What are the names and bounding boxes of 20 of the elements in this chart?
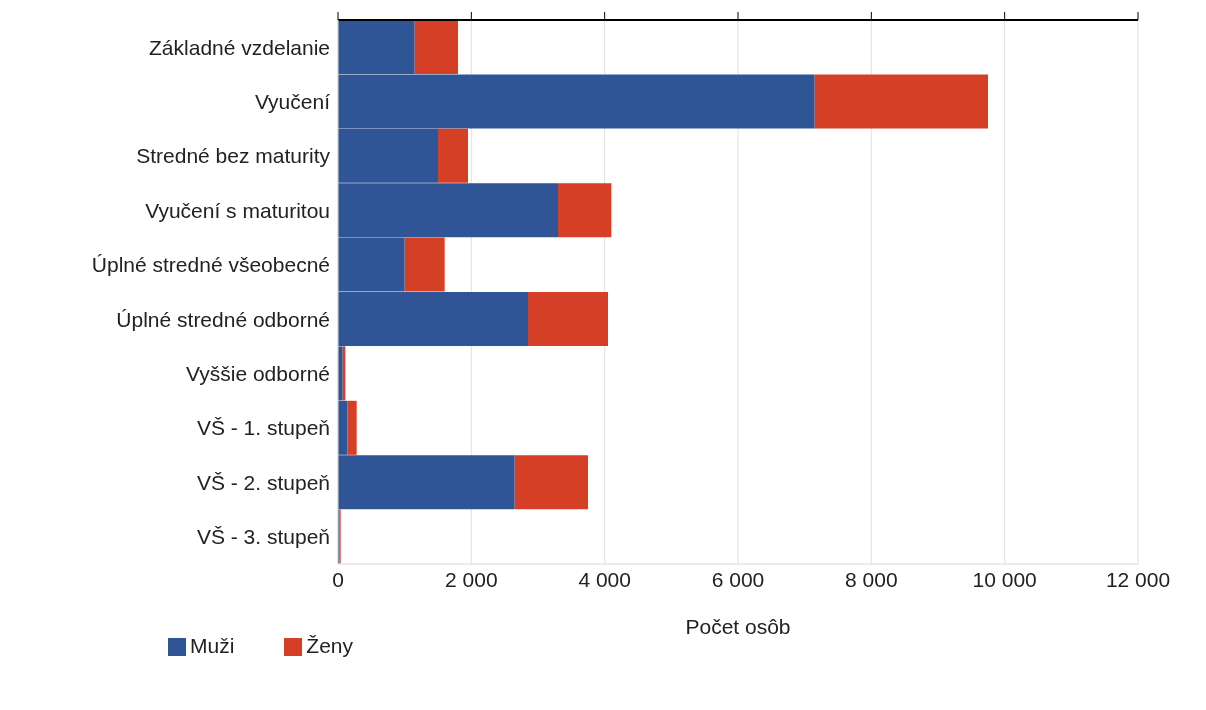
y-tick-label: Vyššie odborné	[186, 362, 330, 386]
y-tick-label: Úplné stredné všeobecné	[91, 253, 330, 277]
x-tick-label: 4 000	[578, 567, 631, 591]
x-tick-label: 6 000	[711, 567, 765, 591]
x-tick-label: 0	[332, 567, 344, 591]
y-tick-label: Základné vzdelanie	[149, 35, 330, 59]
y-tick-label: VŠ - 1. stupeň	[196, 416, 330, 440]
y-tick-label: Stredné bez maturity	[136, 144, 331, 168]
legend-label: Ženy	[306, 634, 354, 657]
y-tick-label: Vyučení	[254, 90, 331, 114]
y-tick-label: Úplné stredné odborné	[116, 307, 330, 331]
x-tick-label: 10 000	[972, 567, 1037, 591]
y-tick-label: VŠ - 2. stupeň	[196, 470, 330, 494]
x-tick-label: 8 000	[845, 567, 898, 591]
x-axis-title: Počet osôb	[685, 615, 791, 638]
y-tick-label: VŠ - 3. stupeň	[196, 525, 330, 549]
x-tick-label: 12 000	[1105, 567, 1171, 591]
x-tick-label: 2 000	[445, 567, 498, 591]
y-tick-label: Vyučení s maturitou	[145, 198, 330, 222]
legend-label: Muži	[190, 634, 235, 657]
